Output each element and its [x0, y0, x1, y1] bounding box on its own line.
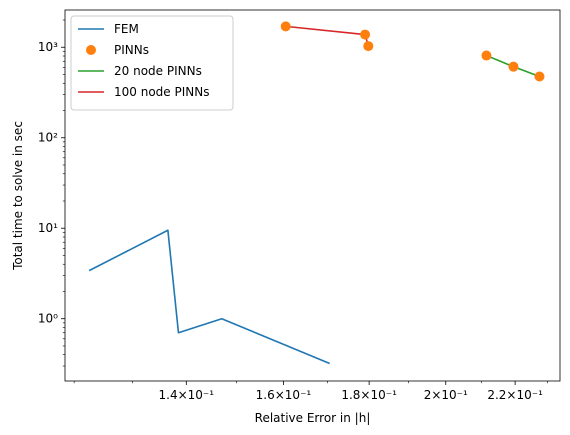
x-axis-label: Relative Error in |h| [255, 411, 371, 425]
legend-label: FEM [114, 22, 139, 36]
tick-label: 2×10⁻¹ [424, 388, 468, 402]
tick-label: 10² [38, 131, 58, 145]
data-point [508, 61, 519, 72]
data-point [280, 21, 291, 32]
data-point [534, 71, 545, 82]
series-line [88, 229, 330, 365]
y-axis-label: Total time to solve in sec [11, 121, 25, 271]
legend: FEM PINNs 20 node PINNs 100 node PINNs [70, 15, 234, 111]
tick-label: 2.2×10⁻¹ [487, 388, 543, 402]
series-1 [280, 21, 545, 82]
series-layer [88, 21, 545, 365]
tick-label: 1.6×10⁻¹ [256, 388, 312, 402]
legend-swatch [86, 45, 96, 55]
data-point [481, 50, 492, 61]
legend-label: 100 node PINNs [114, 85, 209, 99]
tick-label: 1.4×10⁻¹ [159, 388, 215, 402]
legend-label: PINNs [114, 43, 149, 57]
data-point [360, 29, 371, 40]
legend-label: 20 node PINNs [114, 64, 202, 78]
legend-entry: 20 node PINNs [78, 64, 202, 78]
series-0 [88, 229, 330, 365]
tick-layer: 1.4×10⁻¹ 1.6×10⁻¹ 1.8×10⁻¹ 2×10⁻¹ 2.2×10⁻¹ 10… [38, 19, 548, 402]
tick-label: 1.8×10⁻¹ [341, 388, 397, 402]
legend-box [70, 15, 234, 111]
tick-label: 10³ [38, 40, 58, 54]
legend-entry: 100 node PINNs [78, 85, 209, 99]
series-line [285, 25, 370, 47]
legend-entry: PINNs [86, 43, 149, 57]
legend-entry: FEM [78, 22, 139, 36]
tick-label: 10⁰ [38, 312, 58, 326]
plot-frame [64, 9, 561, 382]
tick-label: 10¹ [38, 221, 58, 235]
data-point [363, 41, 374, 52]
series-3 [285, 25, 370, 47]
